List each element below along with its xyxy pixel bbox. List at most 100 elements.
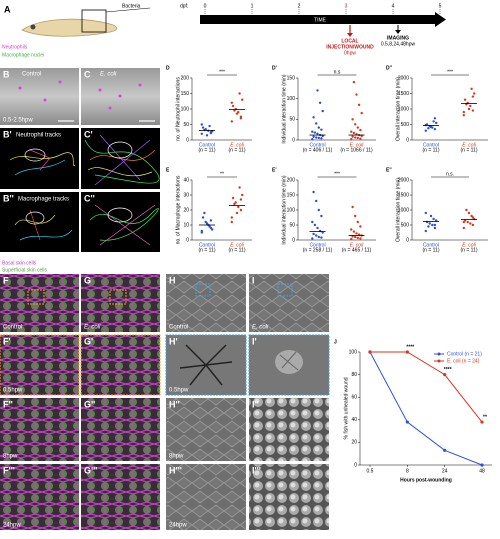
panel-label: D'': [386, 65, 392, 71]
y-tick-label: 40: [183, 177, 189, 183]
condition-label: Control: [3, 325, 22, 331]
channel-label: Macrophage nuclei: [2, 52, 44, 58]
category-note: (n = 11): [461, 147, 478, 153]
data-point: [351, 135, 354, 138]
data-point: [241, 193, 244, 197]
legend-marker: [437, 352, 441, 356]
data-point: [316, 89, 319, 92]
significance-label: ****: [444, 367, 452, 373]
data-point: [239, 117, 243, 120]
data-point: [355, 232, 358, 235]
time-label: 0.5hpw: [3, 388, 23, 394]
y-tick-label: 1500: [398, 91, 409, 97]
significance-label: n.s: [334, 69, 341, 75]
y-tick-label: 100: [349, 349, 358, 355]
data-point: [432, 120, 435, 123]
data-point: [317, 208, 320, 212]
injection-label: LOCAL: [341, 38, 358, 44]
condition-label: E. coli: [252, 325, 269, 331]
y-axis-label: % fish with unhealed wound: [343, 377, 349, 439]
data-point: [205, 222, 209, 225]
category-note: (n = 11): [423, 147, 440, 153]
panel-label: G': [84, 336, 93, 346]
fish: [21, 18, 118, 37]
y-tick-label: 2000: [398, 177, 409, 183]
y-axis-label: Overall interaction time (min): [395, 77, 401, 141]
data-point: [359, 137, 362, 140]
panel-label: F''': [3, 465, 15, 475]
y-tick-label: 150: [181, 91, 190, 97]
y-tick-label: 60: [351, 395, 357, 401]
data-point: [429, 125, 433, 129]
y-axis-label: Individual interaction time (min): [281, 74, 287, 144]
skin-images: [0, 274, 161, 530]
data-point: [200, 132, 203, 135]
time-bar: [200, 15, 435, 24]
category-note: (n = 406 / 11): [303, 147, 333, 153]
y-tick-label: 150: [287, 75, 296, 81]
data-point: [350, 130, 353, 133]
data-point: [354, 214, 357, 218]
data-point: [317, 126, 320, 129]
data-point: [315, 199, 318, 203]
panel-label: I: [252, 275, 255, 285]
condition-label: Control: [22, 72, 41, 78]
tracks: [9, 134, 160, 246]
y-tick-label: 80: [351, 372, 357, 378]
data-point: [429, 214, 433, 218]
data-point: [241, 98, 244, 101]
data-point: [320, 128, 323, 131]
data-point: [470, 87, 473, 91]
category-note: (n = 1066 / 11): [340, 147, 373, 153]
data-point: [238, 92, 241, 95]
y-tick-label: 500: [401, 122, 410, 128]
panel-label: I''': [252, 465, 261, 475]
data-point: [235, 112, 239, 115]
y-tick-label: 20: [351, 440, 357, 446]
panel-label: B'': [3, 193, 14, 203]
time-label: 0.5hpw: [169, 388, 189, 394]
panel-label: C'': [84, 193, 95, 203]
category-label: E. coli: [230, 242, 245, 248]
significance-label: ***: [447, 69, 453, 75]
panel-label: C': [84, 129, 93, 139]
time-arrow: [435, 12, 446, 27]
series-line: [370, 351, 483, 423]
category-label: Control: [199, 242, 215, 248]
data-point: [427, 127, 430, 130]
y-tick-label: 2000: [398, 75, 409, 81]
y-axis-label: Overall interaction time (min): [395, 178, 401, 242]
data-point: [208, 124, 211, 128]
data-point: [315, 136, 318, 139]
category-note: (n = 11): [229, 147, 246, 153]
data-point: [312, 232, 315, 236]
dpf-label: dpf:: [180, 3, 188, 9]
data-point: [321, 109, 324, 113]
data-point: [233, 202, 236, 206]
y-tick-label: 10: [183, 222, 189, 228]
data-point: [473, 92, 476, 95]
data-point: [317, 235, 320, 239]
category-note: (n = 11): [423, 247, 440, 253]
data-point: [355, 93, 358, 96]
data-point: [315, 234, 318, 237]
data-point: [471, 95, 475, 98]
data-point: [203, 211, 206, 215]
y-axis-label: no. of Macrophage interactions: [175, 175, 181, 244]
data-point: [359, 128, 362, 132]
data-point: [462, 110, 465, 114]
data-point: [359, 237, 362, 240]
y-tick-label: 200: [287, 177, 296, 183]
data-point: [350, 228, 353, 231]
sem-images: [165, 274, 330, 530]
bacteria-label: Bacteria: [122, 3, 141, 9]
category-note: (n = 465 / 11): [342, 247, 372, 253]
panel-label: G'': [84, 399, 95, 409]
x-axis-label: Hours post-wounding: [400, 477, 452, 483]
data-point: [433, 223, 437, 227]
data-point: [466, 220, 469, 224]
pointer: [105, 7, 151, 13]
panel-label: E'': [386, 167, 392, 173]
category-note: (n = 258 / 11): [303, 247, 333, 253]
y-tick-label: 0: [406, 237, 409, 243]
